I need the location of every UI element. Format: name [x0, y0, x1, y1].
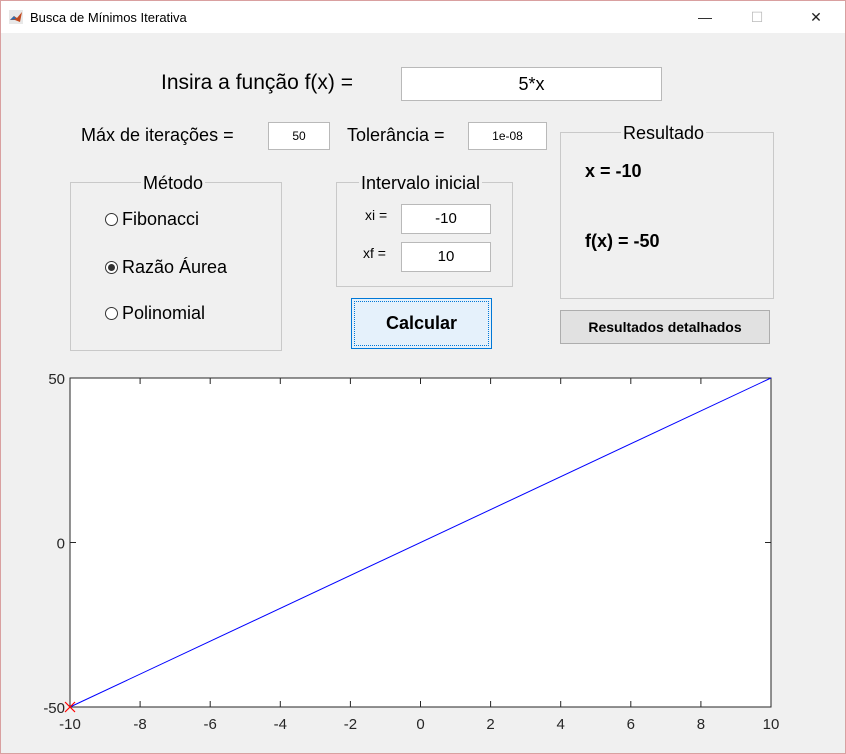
- max-iterations-input[interactable]: 50: [268, 122, 330, 150]
- interval-panel: Intervalo inicial xi = -10 xf = 10: [336, 173, 513, 287]
- window-title: Busca de Mínimos Iterativa: [30, 10, 187, 25]
- radio-razao-aurea[interactable]: Razão Áurea: [105, 257, 227, 278]
- xf-label: xf =: [363, 245, 386, 261]
- y-tick-label: 0: [57, 536, 65, 553]
- method-panel-title: Método: [141, 173, 206, 194]
- radio-fibonacci-label: Fibonacci: [122, 209, 200, 229]
- marker-stroke: [64, 701, 76, 713]
- radio-polinomial[interactable]: Polinomial: [105, 303, 205, 324]
- function-label: Insira a função f(x) =: [161, 71, 354, 94]
- result-fx-value: f(x) = -50: [585, 231, 660, 251]
- series-line: [69, 377, 772, 708]
- x-tick-label: 4: [557, 716, 565, 733]
- function-input[interactable]: 5*x: [401, 67, 662, 101]
- xi-input[interactable]: -10: [401, 204, 491, 234]
- title-bar[interactable]: Busca de Mínimos Iterativa — ☐ ✕: [1, 1, 845, 33]
- radio-razao-aurea-indicator[interactable]: [105, 261, 118, 274]
- tolerance-label: Tolerância =: [347, 125, 445, 145]
- x-tick-label: 6: [627, 716, 635, 733]
- xf-input[interactable]: 10: [401, 242, 491, 272]
- x-tick-label: 0: [416, 716, 424, 733]
- matlab-logo-icon: [9, 10, 23, 24]
- radio-razao-aurea-label: Razão Áurea: [122, 257, 228, 277]
- y-tick-label: -50: [43, 700, 65, 717]
- x-tick-label: -2: [344, 716, 357, 733]
- method-panel: Método Fibonacci Razão Áurea Polinomial: [70, 173, 282, 351]
- result-panel: Resultado x = -10 f(x) = -50: [560, 123, 774, 299]
- x-tick-label: 10: [763, 716, 780, 733]
- maximize-button[interactable]: ☐: [750, 9, 764, 25]
- calculate-button[interactable]: Calcular: [351, 298, 492, 349]
- close-button[interactable]: ✕: [810, 9, 822, 25]
- radio-polinomial-indicator[interactable]: [105, 307, 118, 320]
- result-x-value: x = -10: [585, 161, 642, 181]
- minimize-button[interactable]: —: [698, 9, 712, 25]
- x-tick-label: -8: [133, 716, 146, 733]
- interval-panel-title: Intervalo inicial: [359, 173, 483, 194]
- x-tick-label: -6: [204, 716, 217, 733]
- tolerance-input[interactable]: 1e-08: [468, 122, 547, 150]
- max-iterations-label: Máx de iterações =: [81, 125, 234, 145]
- y-tick-label: 50: [48, 371, 65, 388]
- x-tick-label: 2: [486, 716, 494, 733]
- radio-polinomial-label: Polinomial: [122, 303, 206, 323]
- radio-fibonacci-indicator[interactable]: [105, 213, 118, 226]
- result-panel-title: Resultado: [621, 123, 707, 144]
- xi-label: xi =: [365, 207, 388, 223]
- radio-fibonacci[interactable]: Fibonacci: [105, 209, 199, 230]
- x-tick-label: -10: [59, 716, 81, 733]
- x-tick-label: -4: [274, 716, 287, 733]
- x-tick-label: 8: [697, 716, 705, 733]
- min-point-marker: [64, 701, 76, 713]
- detailed-results-button[interactable]: Resultados detalhados: [560, 310, 770, 344]
